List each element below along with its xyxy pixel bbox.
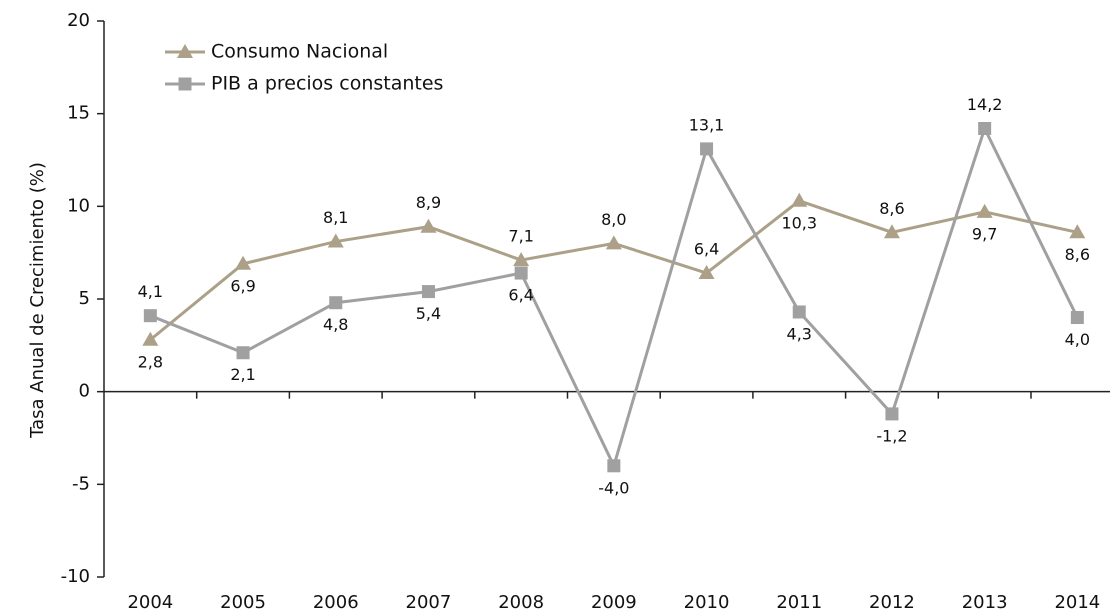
x-tick-label: 2005 [220,592,266,613]
data-point [329,296,343,310]
x-tick-label: 2012 [869,592,915,613]
series-line [149,124,1079,470]
x-tick-label: 2006 [313,592,359,613]
data-point [327,233,344,248]
data-point [698,265,715,280]
data-point [143,309,157,323]
y-tick-label: -5 [72,473,90,494]
data-point [605,235,622,250]
data-point [236,346,250,360]
data-point [883,224,900,239]
data-point [1069,224,1086,239]
x-tick-label: 2009 [591,592,637,613]
data-point [792,305,806,319]
data-label: 13,1 [689,115,725,134]
data-label: 4,3 [787,324,812,343]
y-tick-label: 15 [67,103,90,124]
data-label: 5,4 [416,304,441,323]
data-label: 7,1 [508,227,533,246]
y-tick-label: 20 [67,10,90,31]
data-label: 2,1 [230,365,255,384]
x-tick-label: 2004 [127,592,173,613]
data-label: 4,1 [138,282,163,301]
y-tick-label: 10 [67,195,90,216]
data-point [791,192,808,207]
data-point [235,255,252,270]
y-axis-label: Tasa Anual de Crecimiento (%) [27,162,48,439]
x-tick-label: 2013 [962,592,1008,613]
x-tick-label: 2010 [684,592,730,613]
data-point [607,459,621,473]
data-label: -1,2 [876,426,907,445]
data-point [978,121,992,135]
data-label: 9,7 [972,224,997,243]
data-label: 8,6 [879,199,904,218]
y-tick-label: -10 [61,566,90,587]
data-point [513,252,530,267]
data-label: 4,8 [323,315,348,334]
data-label: 6,4 [694,240,719,259]
y-tick-label: 5 [79,288,90,309]
data-label: 8,1 [323,208,348,227]
data-point [700,142,714,156]
data-point [142,331,159,346]
data-point [976,203,993,218]
x-tick-label: 2008 [498,592,544,613]
data-label: 2,8 [138,352,163,371]
data-point [420,218,437,233]
data-point [1070,311,1084,325]
data-point [514,266,528,280]
data-label: 8,9 [416,193,441,212]
data-label: 6,4 [508,286,533,305]
data-label: 8,6 [1065,245,1090,264]
data-label: 14,2 [967,95,1003,114]
data-label: 10,3 [781,213,817,232]
data-label: 8,0 [601,210,626,229]
x-tick-label: 2007 [406,592,452,613]
data-label: 4,0 [1065,330,1090,349]
legend-marker [178,77,192,91]
y-tick-label: 0 [79,381,90,402]
x-tick-label: 2014 [1054,592,1100,613]
data-point [885,407,899,421]
legend-label: Consumo Nacional [211,41,388,63]
legend-marker [177,44,193,58]
legend-label: PIB a precios constantes [211,73,443,95]
data-label: -4,0 [598,478,629,497]
data-point [421,285,435,299]
data-label: 6,9 [230,276,255,295]
x-tick-label: 2011 [776,592,822,613]
